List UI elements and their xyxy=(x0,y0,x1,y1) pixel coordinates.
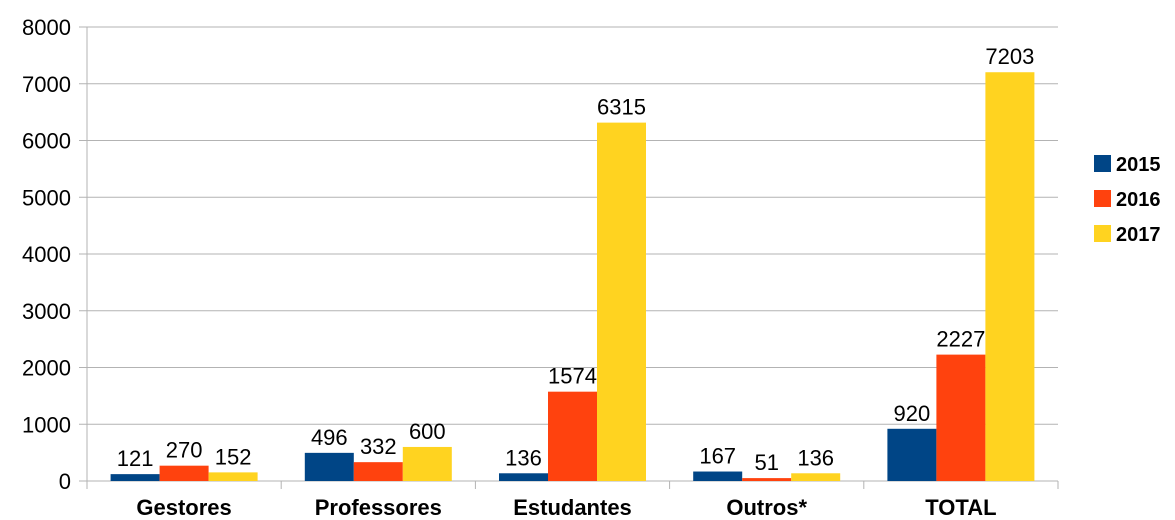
bar-2017-gestores xyxy=(208,472,258,481)
legend-label: 2016 xyxy=(1116,189,1161,211)
data-label: 920 xyxy=(894,401,931,426)
data-label: 121 xyxy=(117,446,154,471)
x-category-label: TOTAL xyxy=(925,495,996,520)
x-category-label: Professores xyxy=(315,495,442,520)
bar-2017-professores xyxy=(402,446,452,481)
data-label: 167 xyxy=(699,444,736,469)
data-label: 270 xyxy=(166,438,203,463)
data-label: 136 xyxy=(505,445,542,470)
y-tick-label: 6000 xyxy=(22,129,71,154)
data-label: 2227 xyxy=(936,327,985,352)
bar-2017-outros xyxy=(791,473,841,481)
data-label: 136 xyxy=(797,445,834,470)
data-label: 496 xyxy=(311,425,348,450)
data-label: 7203 xyxy=(985,44,1034,69)
data-label: 51 xyxy=(754,450,778,475)
bar-2017-total xyxy=(985,72,1035,482)
y-tick-label: 4000 xyxy=(22,242,71,267)
x-category-label: Estudantes xyxy=(513,495,632,520)
y-tick-label: 5000 xyxy=(22,185,71,210)
bar-2015-outros xyxy=(693,471,743,481)
data-label: 152 xyxy=(215,444,252,469)
data-label: 1574 xyxy=(548,364,597,389)
y-tick-label: 8000 xyxy=(22,15,71,40)
bar-2016-gestores xyxy=(159,465,209,481)
data-label: 332 xyxy=(360,434,397,459)
bar-2016-outros xyxy=(742,478,792,481)
bar-2016-estudantes xyxy=(548,391,597,481)
bar-2015-total xyxy=(887,428,937,481)
bar-2015-professores xyxy=(304,452,354,481)
legend-swatch-2017 xyxy=(1094,225,1111,242)
bar-2016-professores xyxy=(353,462,403,481)
legend-label: 2017 xyxy=(1116,224,1161,246)
bar-2016-total xyxy=(936,354,986,481)
y-tick-label: 7000 xyxy=(22,72,71,97)
x-category-label: Outros* xyxy=(726,495,807,520)
data-label: 6315 xyxy=(597,95,646,120)
data-label: 600 xyxy=(409,419,446,444)
y-tick-label: 2000 xyxy=(22,356,71,381)
legend-swatch-2016 xyxy=(1094,190,1111,207)
legend-label: 2015 xyxy=(1116,154,1161,176)
bar-2015-gestores xyxy=(110,474,160,481)
legend-swatch-2015 xyxy=(1094,155,1111,172)
bar-2015-estudantes xyxy=(499,473,548,481)
bar-2017-estudantes xyxy=(597,122,646,481)
x-category-label: Gestores xyxy=(136,495,231,520)
y-tick-label: 0 xyxy=(59,469,71,494)
y-tick-label: 1000 xyxy=(22,412,71,437)
y-tick-label: 3000 xyxy=(22,299,71,324)
